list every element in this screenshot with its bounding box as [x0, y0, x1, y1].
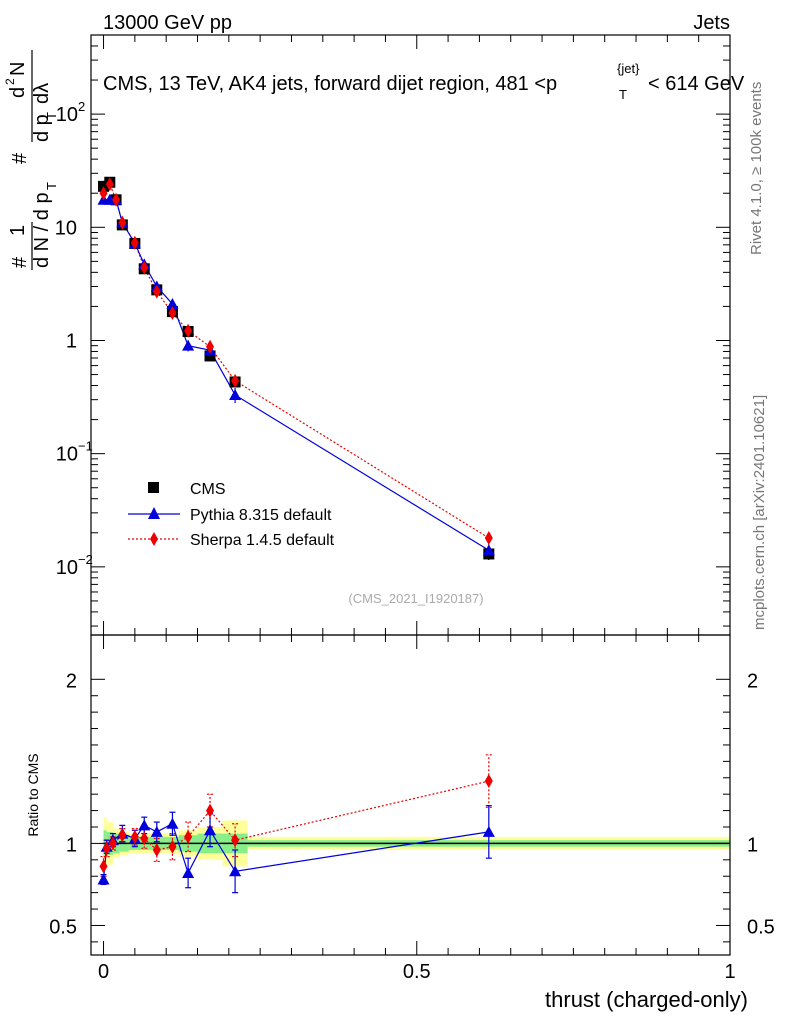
ratio-pythia-point	[229, 865, 242, 877]
sherpa-point	[184, 323, 193, 338]
ratio-sherpa-point	[118, 828, 127, 843]
ratio-y-tick-label-left: 2	[66, 670, 77, 692]
y-tick-label-base: 1	[66, 330, 77, 352]
ratio-sherpa-point	[231, 833, 240, 848]
sherpa-point	[168, 305, 177, 320]
ratio-frame	[90, 634, 731, 956]
ratio-pythia-point	[482, 825, 495, 837]
legend-marker-cms	[148, 482, 159, 493]
ylabel-dn-dpt: d N / d p	[31, 192, 53, 268]
y-tick-label-base: 10	[56, 104, 78, 126]
ratio-sherpa-point	[184, 829, 193, 844]
category-label: Jets	[693, 12, 730, 34]
ratio-ylabel: Ratio to CMS	[25, 753, 41, 836]
pythia-point	[229, 388, 242, 400]
pythia-line	[103, 199, 490, 551]
x-tick-label: 0	[98, 961, 109, 983]
x-tick-label: 0.5	[403, 961, 431, 983]
ratio-plot-panel: 0.5 0.5 1 1 2 2 0 0.5 1	[49, 634, 775, 983]
ratio-pythia-point	[204, 824, 217, 836]
legend: CMS Pythia 8.315 default Sherpa 1.4.5 de…	[128, 481, 335, 549]
ratio-y-tick-label-right: 0.5	[747, 916, 775, 938]
ratio-pythia-point	[138, 819, 151, 831]
legend-label-cms: CMS	[190, 481, 226, 498]
sherpa-point	[112, 192, 121, 207]
ratio-sherpa-point	[99, 859, 108, 874]
sherpa-point	[231, 373, 240, 388]
sherpa-point	[130, 235, 139, 250]
ylabel-hash-2: #	[9, 152, 31, 164]
ylabel-t-sub-1: T	[44, 182, 59, 190]
sherpa-point	[152, 284, 161, 299]
ratio-sherpa-point	[140, 831, 149, 846]
ratio-y-tick-label-left: 1	[66, 834, 77, 856]
xlabel: thrust (charged-only)	[545, 987, 748, 1012]
ratio-sherpa-point	[484, 774, 493, 789]
ratio-pythia-point	[97, 873, 110, 885]
sherpa-point	[484, 530, 493, 545]
ylabel-d: d	[7, 87, 29, 98]
legend-marker-pythia	[148, 507, 160, 519]
y-tick-label-base: 10	[56, 557, 78, 579]
ratio-y-tick-label-right: 2	[747, 670, 758, 692]
y-tick-label-exponent: −1	[78, 439, 93, 454]
ylabel-dp: d p	[31, 114, 53, 142]
sherpa-point	[206, 339, 215, 354]
cms-point	[204, 350, 216, 362]
pythia-point	[482, 544, 495, 556]
ylabel-two: 2	[3, 78, 17, 85]
title-end: < 614 GeV	[648, 73, 745, 95]
sherpa-point	[105, 177, 114, 192]
sherpa-point	[140, 260, 149, 275]
y-tick-label-base: 10	[56, 444, 78, 466]
ratio-sherpa-point	[108, 836, 117, 851]
pythia-point	[182, 339, 195, 351]
legend-marker-sherpa	[150, 532, 158, 546]
plot-title: CMS, 13 TeV, AK4 jets, forward dijet reg…	[103, 61, 745, 102]
pythia-point	[166, 298, 179, 310]
ratio-sherpa-point	[206, 803, 215, 818]
y-tick-label-base: 10	[55, 217, 77, 239]
energy-label: 13000 GeV pp	[103, 12, 232, 34]
sherpa-line	[103, 183, 490, 539]
ratio-sherpa-point	[130, 829, 139, 844]
ratio-sherpa-point	[102, 841, 111, 856]
title-subscript: T	[619, 87, 627, 102]
mcplots-source-label: mcplots.cern.ch [arXiv:2401.10621]	[751, 395, 768, 630]
analysis-id-label: (CMS_2021_I1920187)	[348, 591, 483, 606]
ylabel-t-sub-2: T	[44, 112, 59, 120]
ylabel-one: 1	[7, 225, 29, 236]
ratio-sherpa-line	[102, 780, 489, 867]
ratio-pythia-point	[166, 817, 179, 829]
sherpa-point	[118, 215, 127, 230]
sherpa-point	[99, 186, 108, 201]
legend-label-pythia: Pythia 8.315 default	[190, 507, 332, 524]
ylabel-n: N	[7, 62, 29, 76]
x-tick-label: 1	[724, 961, 735, 983]
ratio-y-tick-label-right: 1	[747, 834, 758, 856]
ratio-pythia-point	[150, 825, 163, 837]
ratio-y-tick-label-left: 0.5	[49, 916, 77, 938]
title-main: CMS, 13 TeV, AK4 jets, forward dijet reg…	[103, 73, 557, 95]
legend-label-sherpa: Sherpa 1.4.5 default	[190, 532, 335, 549]
ratio-sherpa-point	[168, 839, 177, 854]
y-tick-label-exponent: −2	[78, 552, 93, 567]
main-ylabel: # 1 d N / d p T # d p T dλ d 2 N	[3, 50, 59, 270]
ratio-sherpa-point	[152, 842, 161, 857]
y-tick-label-exponent: 2	[78, 99, 85, 114]
rivet-version-label: Rivet 4.1.0, ≥ 100k events	[748, 82, 765, 255]
ratio-pythia-point	[182, 866, 195, 878]
title-superscript: {jet}	[617, 61, 640, 76]
ylabel-hash-1: #	[9, 256, 31, 268]
ylabel-dlambda: dλ	[31, 83, 53, 104]
